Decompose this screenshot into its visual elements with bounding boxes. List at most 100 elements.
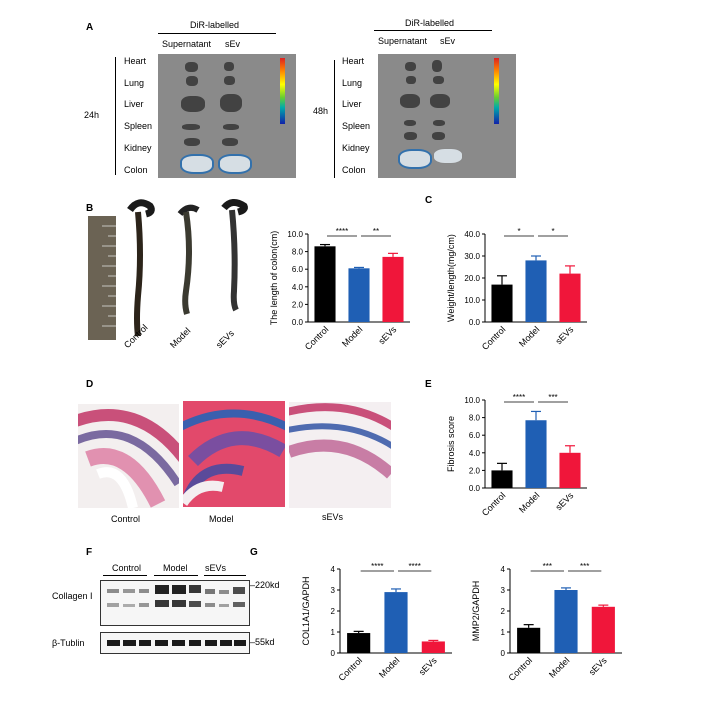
significance-label: *** [543, 562, 552, 571]
col-sev-24h: sEv [225, 39, 241, 49]
panel-label-c: C [425, 195, 433, 206]
histology-control [78, 404, 179, 508]
panel-label-b: B [86, 203, 94, 214]
histology-label-control: Control [111, 514, 141, 524]
y-axis-label: COL1A1/GAPDH [301, 576, 311, 645]
chart-colon-length: The length of colon(cm) 0.0 2.0 4.0 6.0 8.0 10… [269, 227, 410, 352]
bar-sevs [559, 273, 581, 322]
y-tick-label: 0.0 [469, 318, 481, 327]
blot-group-sevs: sEVs [205, 563, 227, 573]
ruler [88, 216, 116, 340]
organ-lung-24h: Lung [124, 78, 145, 88]
significance-label: **** [513, 393, 525, 402]
bar-control [314, 246, 336, 322]
bar-control [517, 627, 541, 653]
blot-group-control: Control [112, 563, 142, 573]
significance-label: ** [373, 227, 379, 236]
y-tick-label: 3 [331, 586, 336, 595]
title-rule [158, 33, 276, 34]
kd-marker-55: –55kd [250, 637, 275, 647]
bar-sevs [382, 256, 404, 322]
x-tick-label: Model [517, 324, 541, 348]
y-tick-label: 30.0 [464, 252, 480, 261]
x-tick-label: Control [480, 490, 508, 518]
bar-model [525, 260, 547, 322]
y-tick-label: 6.0 [292, 265, 304, 274]
y-tick-label: 4.0 [292, 283, 304, 292]
organ-kidney-48h: Kidney [342, 143, 370, 153]
blot-collagen [100, 580, 250, 626]
y-tick-label: 2 [331, 607, 336, 616]
y-tick-label: 2 [501, 607, 506, 616]
bar-control [491, 470, 513, 488]
x-tick-label: Model [517, 490, 541, 514]
x-tick-label: Model [340, 324, 364, 348]
y-tick-label: 8.0 [469, 414, 481, 423]
bar-sevs [421, 641, 445, 653]
y-tick-label: 4 [501, 565, 506, 574]
colorbar-24h [280, 58, 285, 124]
blot-rule-sevs [204, 575, 246, 576]
y-tick-label: 2.0 [292, 300, 304, 309]
x-tick-label: sEVs [417, 655, 439, 677]
blot-rule-control [103, 575, 147, 576]
time-label-24h: 24h [84, 110, 100, 120]
significance-label: *** [580, 562, 589, 571]
organ-colon-48h: Colon [342, 165, 366, 175]
x-tick-label: sEVs [553, 324, 575, 346]
chart-weight-length: Weight/length(mg/cm) 0.0 10.0 20.0 30.0 40.0 C… [446, 227, 587, 352]
histology-model [183, 401, 285, 507]
title-rule-48h [374, 30, 492, 31]
significance-label: **** [336, 227, 348, 236]
chart-mmp2: MMP2/GAPDH 0 1 2 3 4 Control Model sEVs *** *** [471, 562, 622, 683]
y-tick-label: 20.0 [464, 274, 480, 283]
organ-spleen-48h: Spleen [342, 121, 371, 131]
ruler-ticks [102, 225, 116, 327]
y-tick-label: 0.0 [469, 484, 481, 493]
kd-220-label: 220kd [255, 580, 280, 590]
bar-model [525, 420, 547, 488]
significance-label: **** [371, 562, 383, 571]
y-tick-label: 2.0 [469, 466, 481, 475]
y-axis-label: The length of colon(cm) [269, 231, 279, 326]
panel-label-e: E [425, 379, 432, 390]
organ-heart-48h: Heart [342, 56, 365, 66]
colon-specimens [127, 199, 248, 337]
blot-rule-model [154, 575, 198, 576]
y-tick-label: 8.0 [292, 248, 304, 257]
y-tick-label: 10.0 [464, 396, 480, 405]
time-label-48h: 48h [313, 106, 329, 116]
organ-liver-24h: Liver [124, 99, 144, 109]
y-axis-label: MMP2/GAPDH [471, 581, 481, 642]
y-tick-label: 1 [331, 628, 336, 637]
y-tick-label: 0.0 [292, 318, 304, 327]
chart-fibrosis-score: Fibrosis score 0.0 2.0 4.0 6.0 8.0 10.0 Control… [446, 393, 587, 518]
histology-label-sevs: sEVs [322, 512, 344, 522]
bar-model [348, 268, 370, 322]
significance-label: * [551, 227, 554, 236]
blot-tublin [100, 632, 250, 654]
panel-label-f: F [86, 547, 93, 558]
bracket-24h [115, 57, 116, 175]
organ-colon-24h: Colon [124, 165, 148, 175]
panel-label-d: D [86, 379, 94, 390]
x-tick-label: Control [336, 655, 364, 683]
panel-label-g: G [250, 547, 258, 558]
organ-lung-48h: Lung [342, 78, 363, 88]
dir-title-24h: DiR-labelled [190, 20, 240, 30]
colorbar-48h [494, 58, 499, 124]
blot-row-collagen: Collagen I [52, 591, 93, 601]
y-tick-label: 4.0 [469, 449, 481, 458]
y-tick-label: 40.0 [464, 230, 480, 239]
bar-sevs [591, 606, 615, 653]
y-tick-label: 10.0 [464, 296, 480, 305]
organ-liver-48h: Liver [342, 99, 362, 109]
panel-label-a: A [86, 22, 94, 33]
bar-control [347, 633, 371, 653]
x-tick-label: Control [303, 324, 331, 352]
significance-label: **** [408, 562, 420, 571]
y-tick-label: 0 [501, 649, 506, 658]
bar-control [491, 284, 513, 322]
blot-row-tublin: β-Tublin [52, 638, 85, 648]
organ-heart-24h: Heart [124, 56, 147, 66]
